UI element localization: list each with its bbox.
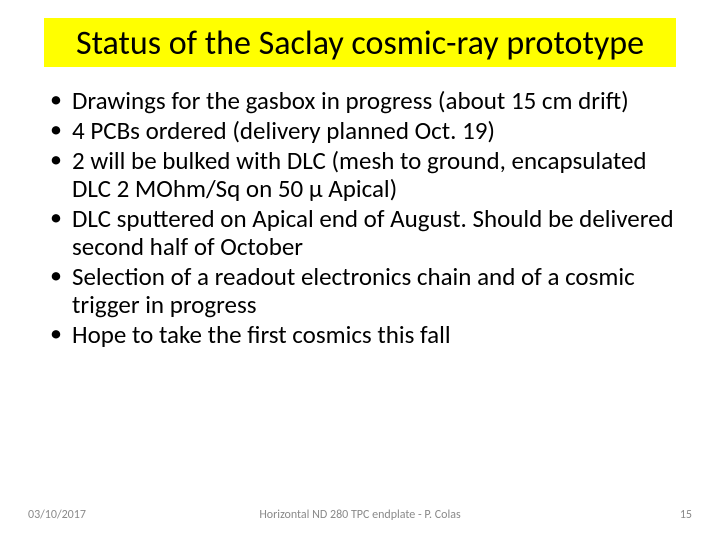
bullet-item: Drawings for the gasbox in progress (abo… — [44, 87, 676, 115]
title-box: Status of the Saclay cosmic-ray prototyp… — [44, 18, 676, 67]
bullet-item: 2 will be bulked with DLC (mesh to groun… — [44, 147, 676, 203]
slide: Status of the Saclay cosmic-ray prototyp… — [0, 0, 720, 540]
bullet-item: Hope to take the first cosmics this fall — [44, 321, 676, 349]
bullet-list: Drawings for the gasbox in progress (abo… — [44, 87, 676, 349]
footer: 03/10/2017 Horizontal ND 280 TPC endplat… — [0, 508, 720, 522]
footer-page-number: 15 — [680, 508, 692, 522]
footer-center: Horizontal ND 280 TPC endplate - P. Cola… — [259, 508, 460, 522]
bullet-item: 4 PCBs ordered (delivery planned Oct. 19… — [44, 117, 676, 145]
bullet-item: DLC sputtered on Apical end of August. S… — [44, 205, 676, 261]
bullet-item: Selection of a readout electronics chain… — [44, 263, 676, 319]
footer-date: 03/10/2017 — [28, 508, 86, 522]
content-area: Drawings for the gasbox in progress (abo… — [24, 87, 696, 349]
slide-title: Status of the Saclay cosmic-ray prototyp… — [54, 24, 666, 63]
